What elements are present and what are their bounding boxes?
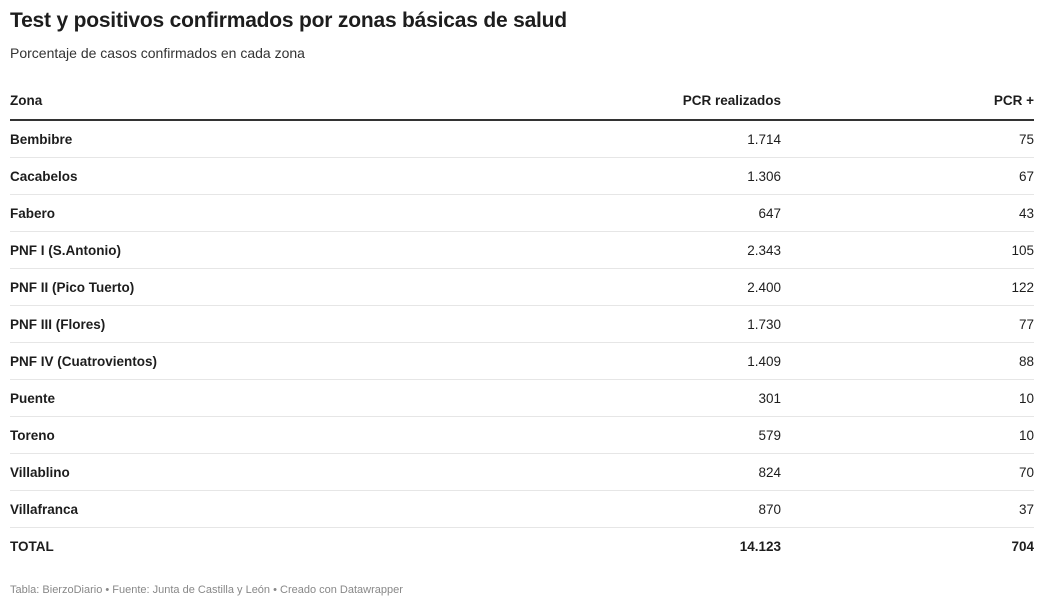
pcr-positivos-cell: 10 [781,416,1034,454]
pcr-positivos-cell: 43 [781,194,1034,232]
pcr-positivos-cell: 88 [781,342,1034,380]
zona-cell: PNF I (S.Antonio) [10,231,530,269]
zona-cell: PNF III (Flores) [10,305,530,343]
column-header-zona[interactable]: Zona [10,82,530,121]
pcr-realizados-cell: 579 [530,416,781,454]
pcr-realizados-cell: 2.343 [530,231,781,269]
pcr-realizados-cell: 1.730 [530,305,781,343]
pcr-realizados-cell: 870 [530,490,781,528]
pcr-realizados-cell: 1.714 [530,120,781,158]
column-header-pcr-realizados[interactable]: PCR realizados [530,82,781,121]
pcr-positivos-cell: 70 [781,453,1034,491]
pcr-realizados-cell: 1.409 [530,342,781,380]
table-header-row: Zona PCR realizados PCR + [10,82,1034,121]
zona-cell: Villablino [10,453,530,491]
zona-cell: Bembibre [10,120,530,158]
data-table: Zona PCR realizados PCR + Bembibre 1.714… [10,82,1034,564]
zona-cell: Fabero [10,194,530,232]
table-row: PNF IV (Cuatrovientos) 1.409 88 [10,342,1034,380]
page-subtitle: Porcentaje de casos confirmados en cada … [10,45,305,61]
zona-cell: Puente [10,379,530,417]
pcr-positivos-cell: 77 [781,305,1034,343]
source-footer: Tabla: BierzoDiario • Fuente: Junta de C… [10,584,403,596]
table-row: Fabero 647 43 [10,194,1034,232]
zona-cell: Cacabelos [10,157,530,195]
total-row: TOTAL 14.123 704 [10,528,1034,565]
pcr-realizados-cell: 301 [530,379,781,417]
table-row: Bembibre 1.714 75 [10,120,1034,158]
zona-cell: PNF IV (Cuatrovientos) [10,342,530,380]
column-header-pcr-positivos[interactable]: PCR + [781,82,1034,121]
pcr-positivos-cell: 37 [781,490,1034,528]
total-pcr-realizados-cell: 14.123 [739,538,781,554]
zona-cell: PNF II (Pico Tuerto) [10,268,530,306]
pcr-positivos-cell: 105 [781,231,1034,269]
total-pcr-positivos-cell: 704 [1011,538,1034,554]
pcr-positivos-cell: 67 [781,157,1034,195]
pcr-realizados-cell: 647 [530,194,781,232]
table-row: PNF I (S.Antonio) 2.343 105 [10,231,1034,269]
zona-cell: Villafranca [10,490,530,528]
table-row: Toreno 579 10 [10,416,1034,454]
page-title: Test y positivos confirmados por zonas b… [10,9,567,32]
table-row: PNF II (Pico Tuerto) 2.400 122 [10,268,1034,306]
pcr-realizados-cell: 2.400 [530,268,781,306]
pcr-realizados-cell: 824 [530,453,781,491]
pcr-positivos-cell: 10 [781,379,1034,417]
total-label-cell: TOTAL [10,538,54,554]
table-row: Villafranca 870 37 [10,490,1034,528]
table-row: PNF III (Flores) 1.730 77 [10,305,1034,343]
table-row: Cacabelos 1.306 67 [10,157,1034,195]
pcr-realizados-cell: 1.306 [530,157,781,195]
pcr-positivos-cell: 75 [781,120,1034,158]
table-row: Villablino 824 70 [10,453,1034,491]
table-row: Puente 301 10 [10,379,1034,417]
zona-cell: Toreno [10,416,530,454]
pcr-positivos-cell: 122 [781,268,1034,306]
